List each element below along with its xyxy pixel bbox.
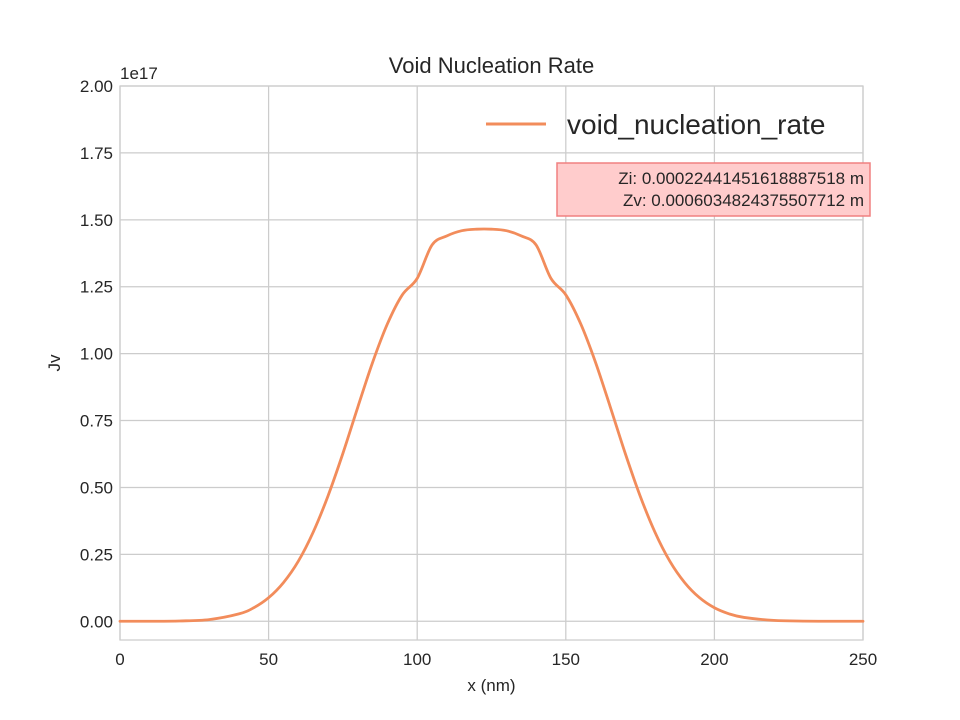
x-tick-label: 250	[849, 650, 877, 669]
annotation-background	[556, 162, 871, 217]
plot-area-frame	[119, 85, 864, 641]
x-axis-ticks: 0 50 100 150 200 250	[115, 650, 877, 669]
y-axis-label: Jv	[45, 354, 64, 372]
legend: void_nucleation_rate	[486, 109, 825, 140]
chart-title: Void Nucleation Rate	[389, 53, 594, 78]
x-tick-label: 200	[700, 650, 728, 669]
y-axis-offset-label: 1e17	[120, 64, 158, 83]
y-tick-label: 1.50	[80, 211, 113, 230]
series-layer	[118, 227, 865, 623]
legend-entry-void-nucleation-rate: void_nucleation_rate	[567, 109, 825, 140]
x-tick-label: 50	[259, 650, 278, 669]
y-axis-ticks: 0.00 0.25 0.50 0.75 1.00 1.25 1.50 1.75 2.00	[80, 77, 113, 631]
y-tick-label: 0.75	[80, 412, 113, 431]
y-tick-label: 1.25	[80, 278, 113, 297]
annotation-zv-text: Zv: 0.0006034824375507712 m	[623, 191, 864, 210]
x-tick-label: 0	[115, 650, 124, 669]
parameter-annotation-box: Zi: 0.00022441451618887518 m Zv: 0.00060…	[556, 162, 871, 217]
annotation-zi-text: Zi: 0.00022441451618887518 m	[618, 169, 864, 188]
y-tick-label: 2.00	[80, 77, 113, 96]
x-tick-label: 150	[552, 650, 580, 669]
series-line-void-nucleation-rate	[118, 227, 865, 623]
y-tick-label: 1.75	[80, 144, 113, 163]
x-tick-label: 100	[403, 650, 431, 669]
y-tick-label: 0.50	[80, 478, 113, 497]
y-tick-label: 0.25	[80, 545, 113, 564]
x-axis-label: x (nm)	[467, 676, 515, 695]
y-tick-label: 1.00	[80, 345, 113, 364]
y-tick-label: 0.00	[80, 612, 113, 631]
